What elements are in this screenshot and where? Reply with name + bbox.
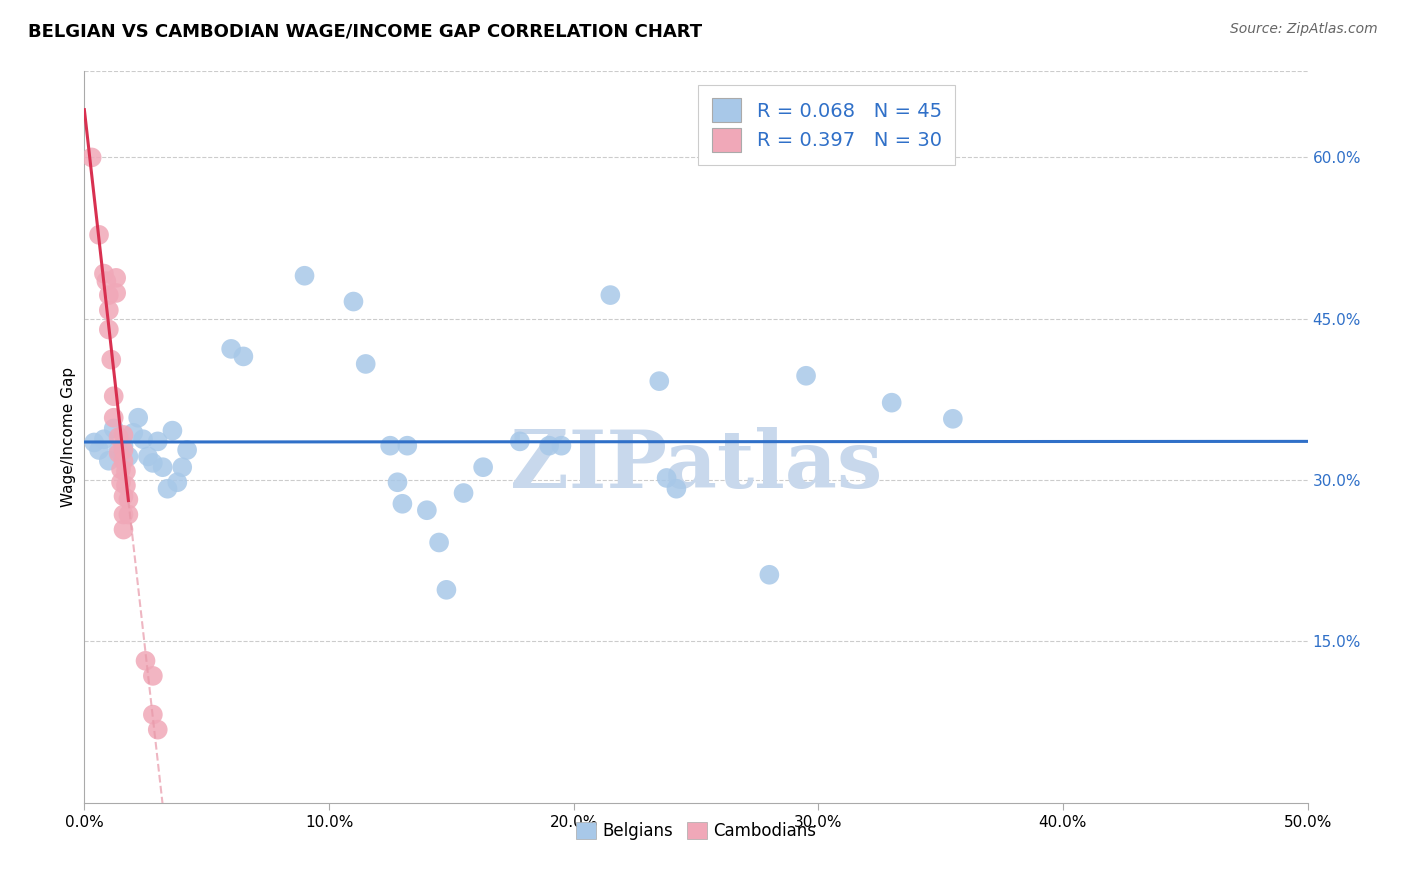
Point xyxy=(509,434,531,449)
Text: ZIPatlas: ZIPatlas xyxy=(510,427,882,506)
Point xyxy=(942,412,965,426)
Point xyxy=(391,497,413,511)
Point xyxy=(103,410,125,425)
Point xyxy=(665,482,688,496)
Point xyxy=(132,432,155,446)
Point xyxy=(87,442,110,457)
Point xyxy=(655,471,678,485)
Point xyxy=(107,446,129,460)
Point xyxy=(294,268,316,283)
Point xyxy=(97,322,120,336)
Point xyxy=(142,669,165,683)
Legend: Belgians, Cambodians: Belgians, Cambodians xyxy=(569,815,823,847)
Point xyxy=(100,352,122,367)
Point xyxy=(416,503,439,517)
Point xyxy=(97,303,120,318)
Point xyxy=(156,482,179,496)
Point xyxy=(232,350,254,364)
Point xyxy=(87,227,110,242)
Point xyxy=(880,395,903,409)
Point xyxy=(146,434,169,449)
Point xyxy=(472,460,495,475)
Point xyxy=(103,421,125,435)
Point xyxy=(122,425,145,440)
Point xyxy=(105,285,128,300)
Point xyxy=(115,478,138,492)
Point xyxy=(599,288,621,302)
Point xyxy=(794,368,817,383)
Point xyxy=(96,274,118,288)
Point xyxy=(115,465,138,479)
Point xyxy=(354,357,377,371)
Point xyxy=(93,267,115,281)
Point xyxy=(117,450,139,464)
Point xyxy=(436,582,458,597)
Point xyxy=(112,489,135,503)
Point xyxy=(146,723,169,737)
Point xyxy=(112,508,135,522)
Point xyxy=(219,342,242,356)
Point xyxy=(117,492,139,507)
Point xyxy=(80,150,103,164)
Point xyxy=(396,439,419,453)
Point xyxy=(127,410,149,425)
Point xyxy=(152,460,174,475)
Text: Source: ZipAtlas.com: Source: ZipAtlas.com xyxy=(1230,22,1378,37)
Y-axis label: Wage/Income Gap: Wage/Income Gap xyxy=(60,367,76,508)
Point xyxy=(117,508,139,522)
Point xyxy=(112,428,135,442)
Point xyxy=(93,432,115,446)
Point xyxy=(342,294,364,309)
Point xyxy=(380,439,402,453)
Point xyxy=(103,389,125,403)
Point xyxy=(112,523,135,537)
Point xyxy=(176,442,198,457)
Point xyxy=(758,567,780,582)
Point xyxy=(166,475,188,490)
Point xyxy=(110,462,132,476)
Point xyxy=(112,442,135,457)
Point xyxy=(453,486,475,500)
Point xyxy=(172,460,194,475)
Point xyxy=(135,654,157,668)
Point xyxy=(538,439,561,453)
Point xyxy=(110,475,132,490)
Point xyxy=(107,430,129,444)
Point xyxy=(112,439,135,453)
Point xyxy=(112,454,135,468)
Point xyxy=(105,271,128,285)
Point xyxy=(142,456,165,470)
Point xyxy=(107,442,129,457)
Point xyxy=(83,435,105,450)
Point xyxy=(162,424,184,438)
Point xyxy=(97,454,120,468)
Text: BELGIAN VS CAMBODIAN WAGE/INCOME GAP CORRELATION CHART: BELGIAN VS CAMBODIAN WAGE/INCOME GAP COR… xyxy=(28,22,702,40)
Point xyxy=(142,707,165,722)
Point xyxy=(387,475,409,490)
Point xyxy=(550,439,572,453)
Point xyxy=(648,374,671,388)
Point xyxy=(136,450,159,464)
Point xyxy=(97,288,120,302)
Point xyxy=(427,535,450,549)
